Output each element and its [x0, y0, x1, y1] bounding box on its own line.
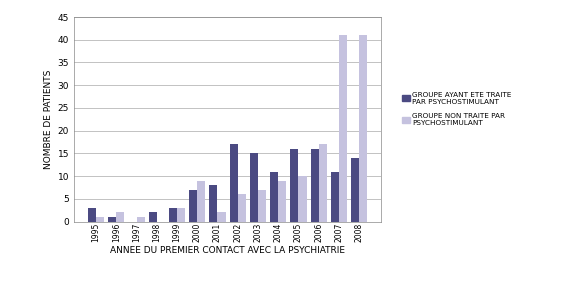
Bar — [339, 35, 347, 222]
Bar — [116, 212, 125, 222]
Legend: GROUPE AYANT ETE TRAITE
PAR PSYCHOSTIMULANT, GROUPE NON TRAITE PAR
PSYCHOSTIMULA: GROUPE AYANT ETE TRAITE PAR PSYCHOSTIMUL… — [400, 89, 514, 129]
Bar — [299, 176, 307, 222]
Bar — [149, 212, 156, 222]
Bar — [238, 194, 246, 222]
Bar — [96, 217, 104, 222]
Bar — [250, 153, 258, 222]
Bar — [278, 181, 286, 222]
Y-axis label: NOMBRE DE PATIENTS: NOMBRE DE PATIENTS — [44, 70, 53, 169]
Bar — [189, 190, 197, 222]
Bar — [270, 172, 278, 222]
Bar — [169, 208, 177, 222]
Bar — [311, 149, 319, 222]
Bar — [217, 212, 225, 222]
Bar — [177, 208, 185, 222]
Bar — [258, 190, 266, 222]
Bar — [331, 172, 339, 222]
Bar — [319, 144, 327, 222]
Bar — [230, 144, 238, 222]
Bar — [108, 217, 116, 222]
Bar — [88, 208, 96, 222]
Bar — [137, 217, 145, 222]
Bar — [290, 149, 299, 222]
X-axis label: ANNEE DU PREMIER CONTACT AVEC LA PSYCHIATRIE: ANNEE DU PREMIER CONTACT AVEC LA PSYCHIA… — [110, 247, 345, 255]
Bar — [209, 185, 217, 222]
Bar — [359, 35, 367, 222]
Bar — [197, 181, 205, 222]
Bar — [351, 158, 359, 222]
